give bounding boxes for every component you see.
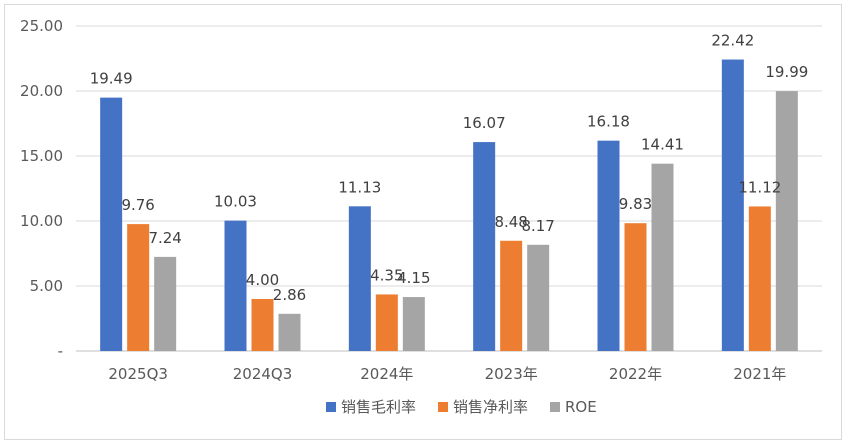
data-label: 14.41 [641, 136, 684, 154]
y-tick-label: 20.00 [20, 82, 63, 100]
data-label: 11.13 [338, 178, 381, 196]
data-label: 4.35 [370, 266, 403, 284]
data-label: 19.99 [765, 63, 808, 81]
y-tick-label: 10.00 [20, 212, 63, 230]
y-tick-label: 15.00 [20, 147, 63, 165]
x-category-label: 2023年 [485, 365, 538, 383]
bar [100, 97, 123, 351]
bars [100, 59, 798, 351]
data-label: 10.03 [214, 193, 257, 211]
y-tick-label: - [58, 342, 63, 360]
bar [775, 91, 798, 351]
legend: 销售毛利率 销售净利率 ROE [326, 398, 597, 416]
y-axis-tick-labels: - 5.00 10.00 15.00 20.00 25.00 [20, 17, 63, 360]
data-label: 22.42 [711, 32, 754, 50]
x-category-label: 2021年 [733, 365, 786, 383]
legend-label: 销售毛利率 [341, 398, 416, 416]
bar [251, 299, 274, 351]
bar [624, 223, 647, 351]
data-label: 9.83 [619, 195, 652, 213]
data-label: 8.48 [494, 213, 527, 231]
gridlines [76, 25, 822, 352]
data-label: 19.49 [90, 70, 133, 88]
x-category-label: 2025Q3 [108, 365, 168, 383]
legend-label: 销售净利率 [453, 398, 528, 416]
bar [375, 294, 398, 351]
bar [721, 59, 744, 351]
bar [402, 297, 425, 351]
data-label: 4.15 [397, 269, 430, 287]
bar [348, 206, 371, 351]
legend-label: ROE [565, 398, 597, 416]
y-tick-label: 5.00 [30, 277, 63, 295]
bar [500, 240, 523, 351]
data-label: 4.00 [246, 271, 279, 289]
data-label: 16.18 [587, 113, 630, 131]
legend-swatch [438, 402, 448, 412]
bar [597, 140, 620, 351]
bar [154, 256, 177, 351]
data-label: 16.07 [463, 114, 506, 132]
bar [127, 224, 150, 351]
bar [651, 163, 674, 351]
data-labels: 19.49 9.76 7.24 10.03 4.002.86 11.13 4.354.15 1… [90, 32, 809, 304]
data-label: 9.76 [121, 196, 154, 214]
bar [278, 313, 301, 351]
legend-swatch [326, 402, 336, 412]
data-label: 7.24 [148, 229, 181, 247]
data-label: 8.17 [521, 217, 554, 235]
y-tick-label: 25.00 [20, 17, 63, 35]
legend-swatch [550, 402, 560, 412]
x-category-label: 2024年 [360, 365, 413, 383]
data-label: 11.12 [738, 178, 781, 196]
x-category-label: 2024Q3 [233, 365, 293, 383]
bar [748, 206, 771, 351]
x-axis-category-labels: 2025Q3 2024Q3 2024年 2023年 2022年 2021年 [108, 365, 786, 383]
bar [527, 244, 550, 351]
bar [473, 142, 496, 351]
bar [224, 220, 247, 351]
data-label: 2.86 [273, 286, 306, 304]
x-category-label: 2022年 [609, 365, 662, 383]
chart-frame [4, 4, 842, 440]
